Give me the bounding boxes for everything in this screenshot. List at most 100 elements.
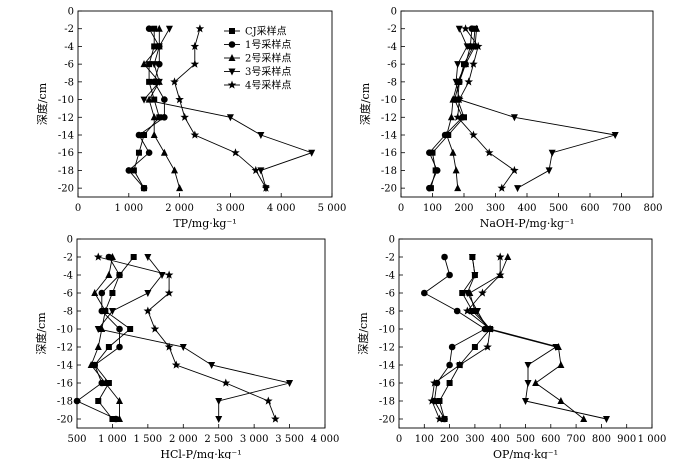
y-tick-label: -2 — [63, 253, 73, 264]
y-axis-label: 深度/cm — [358, 82, 372, 125]
data-point — [449, 95, 457, 103]
data-point — [156, 114, 163, 121]
data-point — [471, 272, 479, 279]
y-tick-label: -16 — [57, 379, 73, 390]
x-tick-label: 0 — [75, 203, 81, 214]
data-point — [483, 342, 492, 351]
data-point — [469, 130, 478, 139]
data-point — [455, 95, 464, 104]
data-point — [116, 397, 124, 404]
data-point — [161, 96, 168, 103]
data-point — [150, 113, 158, 121]
y-tick-label: -2 — [385, 253, 395, 264]
data-point — [135, 131, 143, 139]
y-tick-label: -14 — [379, 361, 395, 372]
data-point — [464, 77, 473, 86]
data-point — [127, 326, 134, 332]
data-point — [611, 132, 619, 139]
plot-frame — [76, 238, 326, 429]
data-point — [271, 414, 280, 423]
data-point — [130, 254, 137, 260]
y-tick-label: -8 — [63, 307, 73, 318]
series-square — [436, 254, 494, 422]
series-triangle-up — [466, 253, 588, 422]
series-triangle-down — [94, 254, 294, 423]
data-point — [427, 396, 437, 405]
y-tick-label: -10 — [379, 325, 395, 336]
data-point — [145, 149, 153, 157]
series-line — [143, 28, 181, 189]
legend-entry: 1号采样点 — [224, 38, 291, 51]
x-tick-label: 400 — [517, 203, 536, 214]
data-point — [190, 41, 200, 51]
data-point — [150, 78, 158, 86]
data-point — [116, 415, 124, 422]
data-point — [116, 325, 123, 333]
x-tick-label: 100 — [415, 434, 434, 445]
series-triangle-up — [140, 24, 184, 192]
legend-label: 2号采样点 — [245, 52, 291, 65]
data-point — [140, 96, 148, 104]
series-circle — [73, 253, 123, 423]
data-point — [143, 306, 153, 315]
data-point — [180, 112, 189, 121]
legend-label: 1号采样点 — [245, 38, 291, 51]
chart-panel-4: 0 100 200 300 400 500 600 700 800 900 1 000 0 -2 -4 -6… — [356, 235, 666, 459]
x-tick-label: 100 — [423, 203, 442, 214]
y-tick-label: -4 — [63, 271, 73, 282]
series-line — [457, 28, 516, 189]
data-point — [443, 131, 451, 138]
y-tick-label: -14 — [381, 131, 397, 142]
x-tick-label: 1 500 — [134, 434, 163, 445]
y-tick-label: -10 — [58, 95, 74, 106]
y-tick-label: -4 — [387, 42, 397, 53]
data-point — [497, 183, 507, 192]
data-point — [473, 24, 481, 32]
legend-label: CJ采样点 — [245, 25, 287, 38]
series-line — [423, 256, 486, 420]
data-point — [116, 271, 123, 279]
y-tick-label: -2 — [387, 24, 397, 35]
x-tick-label: 200 — [454, 203, 473, 214]
data-point — [231, 148, 240, 157]
y-tick-label: 0 — [67, 235, 73, 246]
data-point — [469, 59, 478, 68]
series-star — [427, 252, 505, 423]
series-line — [76, 256, 121, 420]
y-tick-label: 0 — [389, 235, 395, 246]
data-point — [532, 379, 540, 386]
data-point — [446, 380, 453, 386]
data-point — [165, 25, 173, 33]
data-point — [93, 252, 103, 261]
y-tick-label: -18 — [58, 166, 74, 177]
data-point — [226, 114, 234, 122]
y-tick-label: -2 — [64, 24, 74, 35]
data-point — [552, 344, 560, 351]
data-point — [548, 149, 556, 157]
data-point — [164, 342, 174, 351]
data-point — [459, 113, 466, 121]
data-point — [144, 290, 152, 297]
data-point — [150, 131, 158, 138]
x-axis-label: NaOH-P/mg·kg⁻¹ — [480, 217, 575, 230]
data-point — [468, 254, 476, 261]
data-point — [150, 61, 158, 69]
y-axis-label: 深度/cm — [35, 82, 49, 125]
data-point — [91, 289, 99, 296]
data-point — [455, 360, 464, 369]
series-star — [453, 24, 519, 192]
data-point — [441, 253, 448, 261]
x-tick-label: 3 500 — [275, 434, 304, 445]
series-star — [170, 24, 271, 192]
data-point — [463, 306, 472, 315]
data-point — [504, 253, 512, 260]
data-point — [140, 184, 148, 192]
series-line — [90, 256, 120, 419]
legend-marker — [227, 80, 237, 89]
data-point — [557, 397, 565, 404]
y-tick-label: -14 — [57, 361, 73, 372]
series-line — [455, 28, 616, 189]
y-tick-label: -16 — [379, 379, 395, 390]
